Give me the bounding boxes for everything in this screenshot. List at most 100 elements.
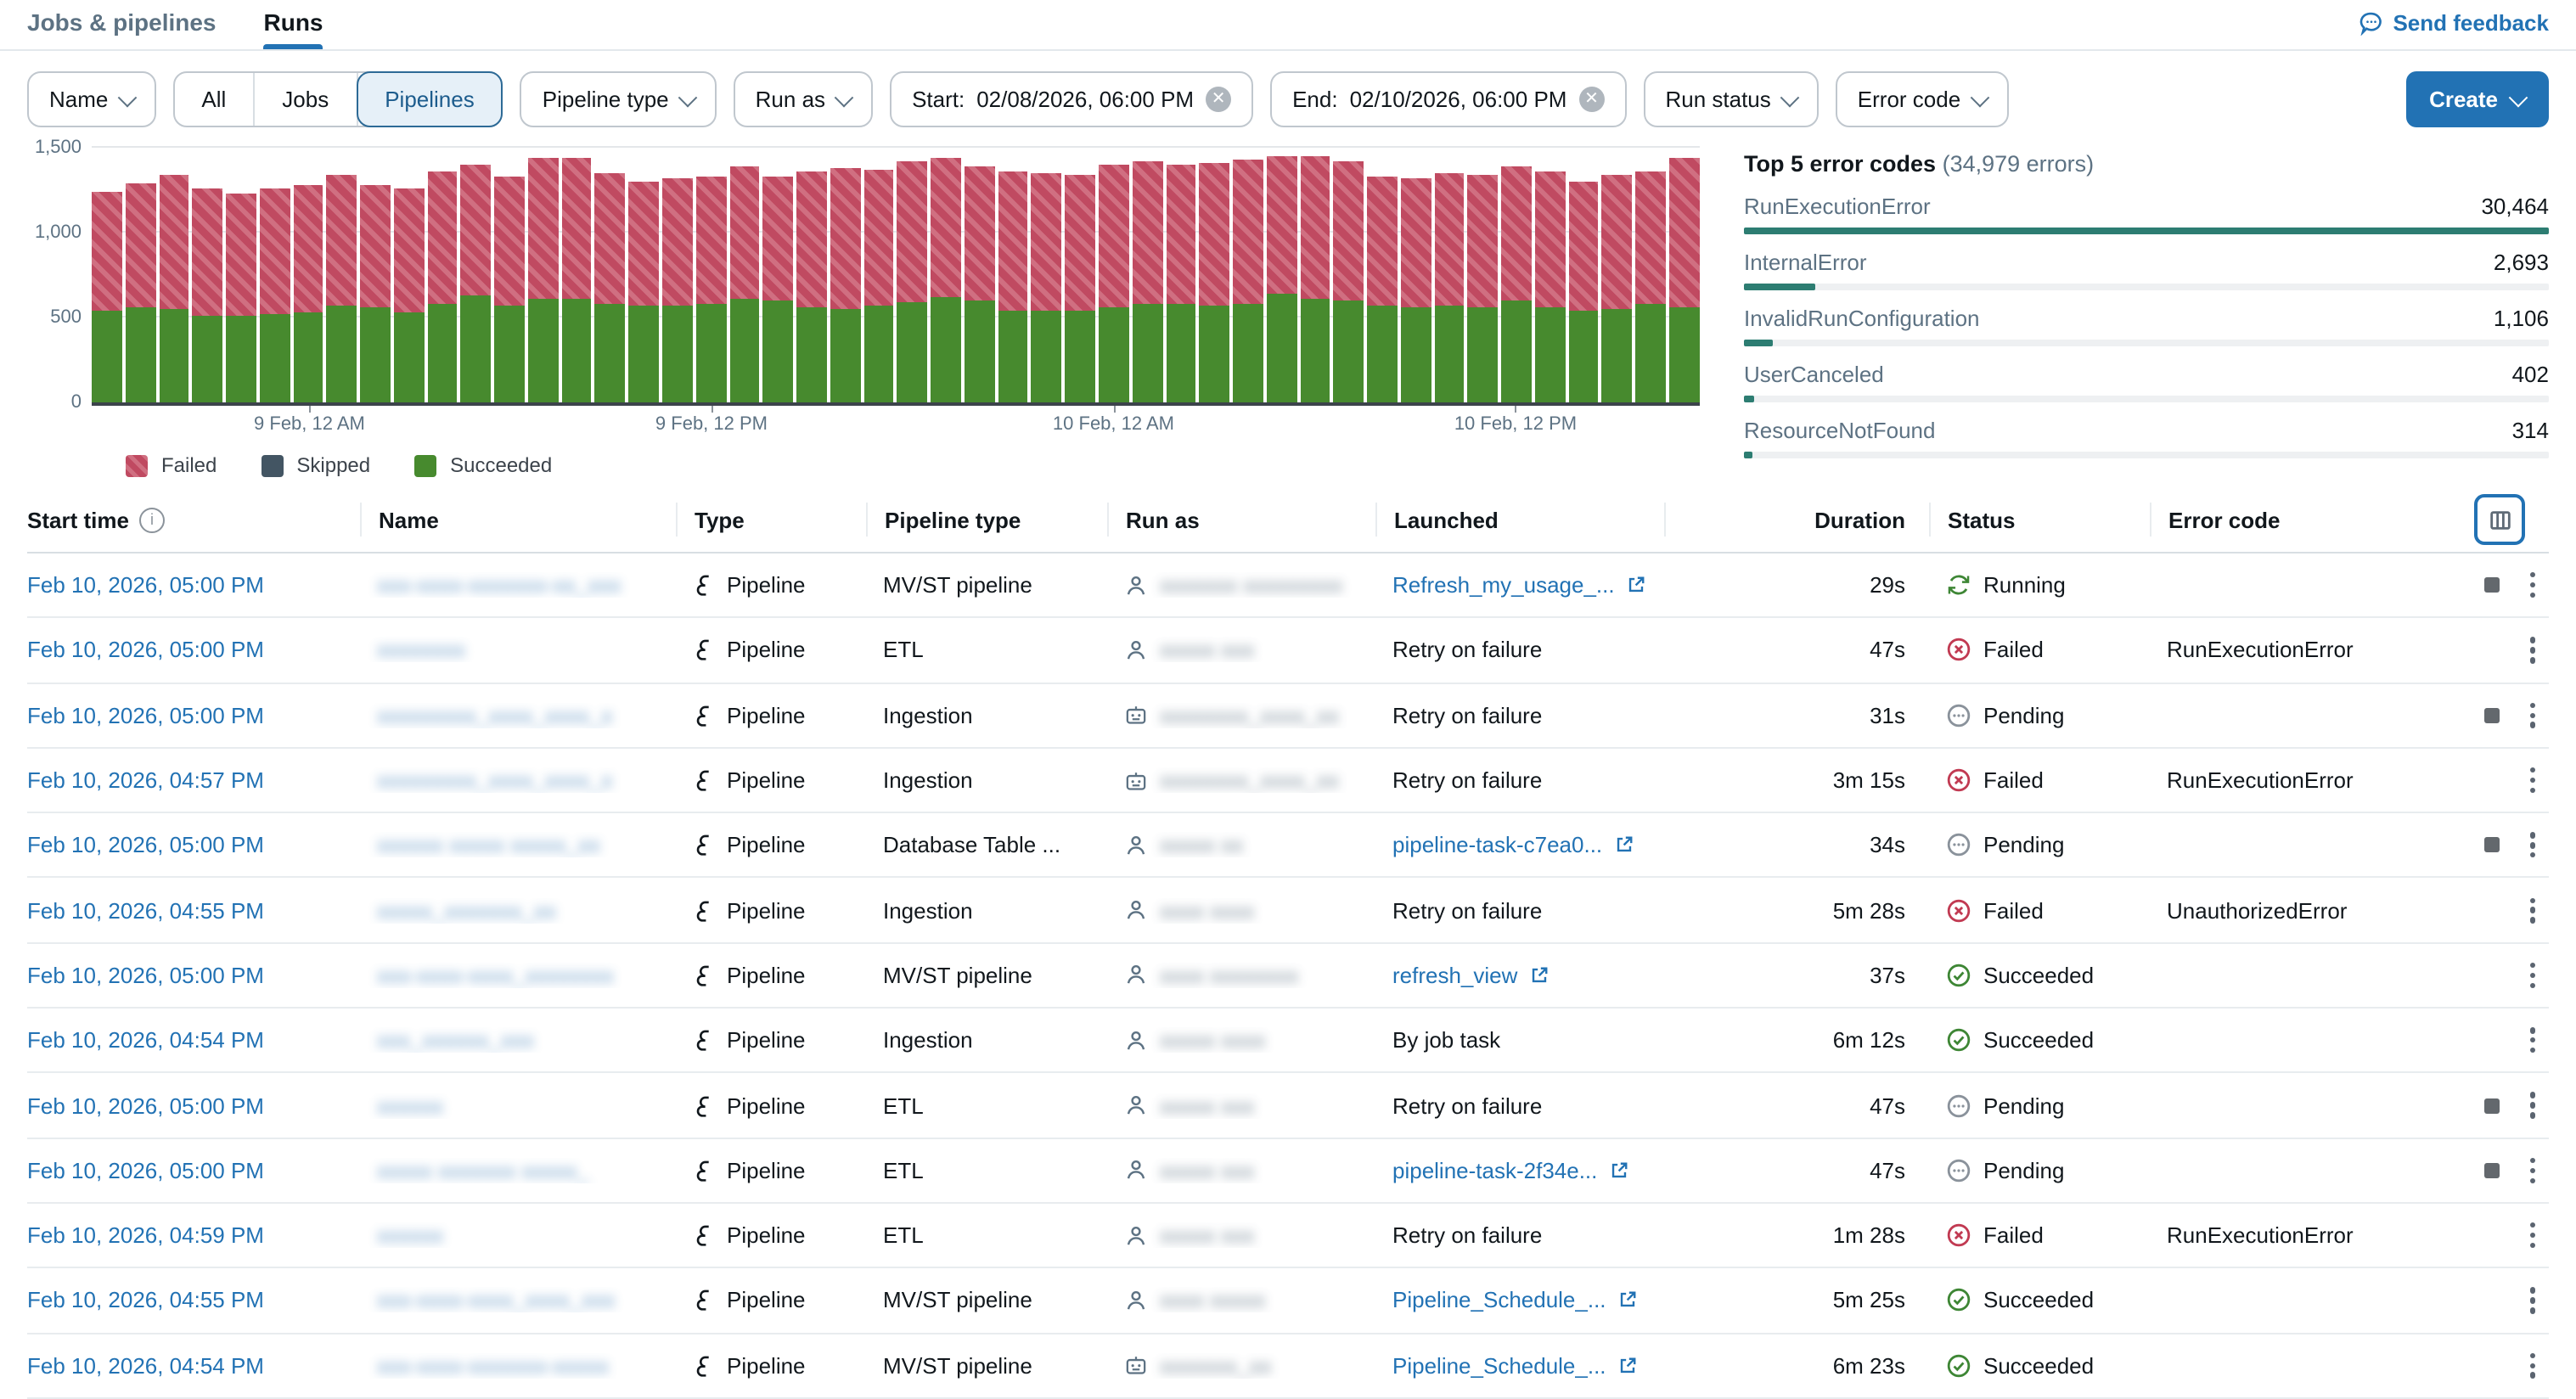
run-name-redacted[interactable]: xxxxx_xxxxxxx_xx	[377, 897, 556, 924]
row-menu-button[interactable]	[2519, 762, 2545, 798]
row-menu-button[interactable]	[2519, 958, 2545, 993]
run-name-redacted[interactable]: xxxxxxxxx_xxxx_xxxx_x	[377, 767, 613, 794]
stop-run-button[interactable]	[2483, 1162, 2500, 1178]
error-code-bar-fill	[1744, 228, 2549, 234]
start-time-link[interactable]: Feb 10, 2026, 05:00 PM	[27, 637, 264, 663]
chart-bar	[628, 181, 660, 402]
run-status-filter[interactable]: Run status	[1643, 71, 1819, 127]
stop-run-button[interactable]	[2483, 1098, 2500, 1114]
run-name-redacted[interactable]: xxxxxx	[377, 1093, 443, 1119]
start-time-link[interactable]: Feb 10, 2026, 05:00 PM	[27, 572, 264, 598]
run-name-redacted[interactable]: xxx_xxxxxx_xxx	[377, 1027, 534, 1053]
column-settings-button[interactable]	[2474, 494, 2525, 545]
start-time-link[interactable]: Feb 10, 2026, 04:55 PM	[27, 1287, 264, 1313]
col-header-pipeline-type[interactable]: Pipeline type	[866, 503, 1107, 537]
scope-option-all[interactable]: All	[174, 73, 256, 126]
row-menu-button[interactable]	[2519, 828, 2545, 863]
col-header-duration[interactable]: Duration	[1664, 503, 1929, 537]
start-time-link[interactable]: Feb 10, 2026, 04:57 PM	[27, 767, 264, 794]
run-as-filter[interactable]: Run as	[733, 71, 874, 127]
bar-segment-failed	[729, 166, 760, 299]
row-menu-button[interactable]	[2519, 1283, 2545, 1318]
top-error-codes-panel: Top 5 error codes (34,979 errors) RunExe…	[1744, 148, 2549, 477]
user-icon	[1124, 1159, 1148, 1183]
x-axis-tick	[711, 406, 713, 413]
run-name-redacted[interactable]: xxxxx xxxxxxx xxxxx_	[377, 1157, 589, 1183]
col-header-status[interactable]: Status	[1929, 503, 2150, 537]
launched-link[interactable]: Pipeline_Schedule_...	[1392, 1287, 1606, 1313]
row-menu-button[interactable]	[2519, 1217, 2545, 1253]
start-date-filter[interactable]: Start: 02/08/2026, 06:00 PM ✕	[890, 71, 1254, 127]
bar-segment-succeeded	[1534, 307, 1566, 402]
legend-item-failed[interactable]: Failed	[126, 453, 217, 477]
row-menu-button[interactable]	[2519, 1152, 2545, 1188]
start-time-link[interactable]: Feb 10, 2026, 04:55 PM	[27, 897, 264, 924]
col-header-type[interactable]: Type	[676, 503, 866, 537]
clear-start-date-icon[interactable]: ✕	[1206, 87, 1232, 112]
start-time-link[interactable]: Feb 10, 2026, 04:54 PM	[27, 1352, 264, 1379]
row-menu-button[interactable]	[2519, 1022, 2545, 1058]
duration-value: 34s	[1870, 832, 1905, 858]
error-code-count: 314	[2511, 418, 2549, 443]
start-time-link[interactable]: Feb 10, 2026, 05:00 PM	[27, 1157, 264, 1183]
error-panel-subtitle: (34,979 errors)	[1942, 151, 2095, 177]
bar-segment-failed	[1568, 181, 1599, 310]
table-row: Feb 10, 2026, 05:00 PM xxxxxx xxxxx xxxxx…	[27, 813, 2549, 879]
launched-link[interactable]: pipeline-task-2f34e...	[1392, 1157, 1598, 1183]
row-menu-button[interactable]	[2519, 892, 2545, 928]
col-header-start-time[interactable]: Start time i	[27, 503, 360, 537]
run-as-redacted: xxxxx xxx	[1160, 1222, 1255, 1249]
tab-jobs-and-pipelines[interactable]: Jobs & pipelines	[27, 8, 217, 36]
table-row: Feb 10, 2026, 05:00 PM xxx-xxxx-xxxxxxx-x…	[27, 553, 2549, 619]
create-button[interactable]: Create	[2405, 71, 2549, 127]
name-filter[interactable]: Name	[27, 71, 156, 127]
row-menu-button[interactable]	[2519, 567, 2545, 603]
row-menu-button[interactable]	[2519, 632, 2545, 668]
chart-bar	[360, 185, 391, 402]
start-time-link[interactable]: Feb 10, 2026, 05:00 PM	[27, 1093, 264, 1119]
bar-segment-failed	[1300, 156, 1330, 298]
launched-text: Retry on failure	[1392, 702, 1543, 728]
launched-link[interactable]: Refresh_my_usage_...	[1392, 572, 1615, 598]
legend-item-succeeded[interactable]: Succeeded	[414, 453, 552, 477]
scope-option-pipelines[interactable]: Pipelines	[356, 71, 503, 127]
col-header-name[interactable]: Name	[360, 503, 676, 537]
tab-runs[interactable]: Runs	[263, 8, 323, 49]
run-name-redacted[interactable]: xxxxxxxx	[377, 637, 465, 663]
col-header-run-as[interactable]: Run as	[1107, 503, 1375, 537]
run-name-redacted[interactable]: xxx-xxxx-xxxxxxx-xxxxx	[377, 1352, 609, 1379]
col-header-error-code[interactable]: Error code	[2150, 503, 2438, 537]
run-name-redacted[interactable]: xxxxxx xxxxx xxxxx_xx	[377, 832, 600, 858]
info-icon[interactable]: i	[138, 507, 165, 532]
row-menu-button[interactable]	[2519, 1087, 2545, 1123]
row-menu-button[interactable]	[2519, 1347, 2545, 1383]
end-date-filter[interactable]: End: 02/10/2026, 06:00 PM ✕	[1270, 71, 1627, 127]
start-time-link[interactable]: Feb 10, 2026, 05:00 PM	[27, 832, 264, 858]
run-name-redacted[interactable]: xxxxxx	[377, 1222, 443, 1249]
run-name-redacted[interactable]: xxx-xxxx-xxxx_xxxx_xxx	[377, 1287, 616, 1313]
row-menu-button[interactable]	[2519, 697, 2545, 733]
chart-bar	[1601, 175, 1633, 402]
start-time-link[interactable]: Feb 10, 2026, 05:00 PM	[27, 702, 264, 728]
run-name-redacted[interactable]: xxx-xxxx-xxxxxxx-xx_xxx	[377, 572, 622, 598]
pipeline-type-filter[interactable]: Pipeline type	[520, 71, 717, 127]
start-time-link[interactable]: Feb 10, 2026, 04:54 PM	[27, 1027, 264, 1053]
scope-option-jobs[interactable]: Jobs	[255, 73, 358, 126]
launched-link[interactable]: refresh_view	[1392, 962, 1518, 988]
stop-run-button[interactable]	[2483, 577, 2500, 593]
send-feedback-link[interactable]: Send feedback	[2359, 10, 2549, 49]
legend-item-skipped[interactable]: Skipped	[261, 453, 370, 477]
start-time-link[interactable]: Feb 10, 2026, 05:00 PM	[27, 962, 264, 988]
error-code-filter[interactable]: Error code	[1835, 71, 2009, 127]
stop-run-button[interactable]	[2483, 837, 2500, 853]
error-code-row: ResourceNotFound 314	[1744, 418, 2549, 458]
launched-link[interactable]: pipeline-task-c7ea0...	[1392, 832, 1603, 858]
run-name-redacted[interactable]: xxx-xxxx-xxxx_xxxxxxxx	[377, 962, 614, 988]
col-header-launched[interactable]: Launched	[1375, 503, 1664, 537]
clear-end-date-icon[interactable]: ✕	[1578, 87, 1605, 112]
run-name-redacted[interactable]: xxxxxxxxx_xxxx_xxxx_x	[377, 702, 613, 728]
launched-link[interactable]: Pipeline_Schedule_...	[1392, 1352, 1606, 1379]
bar-segment-succeeded	[159, 308, 189, 402]
start-time-link[interactable]: Feb 10, 2026, 04:59 PM	[27, 1222, 264, 1249]
stop-run-button[interactable]	[2483, 707, 2500, 723]
